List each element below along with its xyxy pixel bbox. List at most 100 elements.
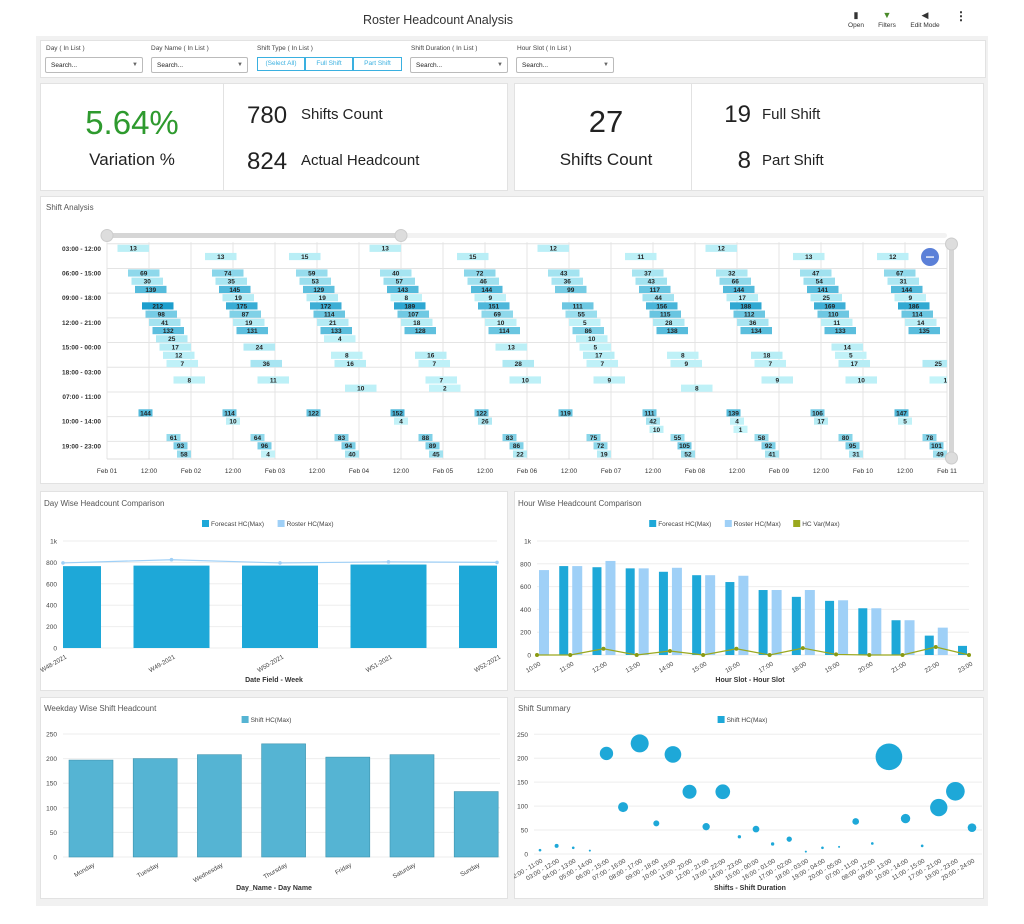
y-tick-label: 400: [46, 603, 57, 610]
shift-bar-label: 10: [229, 419, 237, 426]
shift-bar: [138, 409, 153, 417]
shift-bubble: [786, 836, 792, 842]
shift-bar-label: 46: [480, 279, 488, 286]
legend-swatch: [649, 520, 657, 527]
hour-slot-filter-select[interactable]: Search... ▼: [516, 57, 614, 73]
shift-bar-label: 152: [392, 410, 403, 417]
forecast-bar: [858, 608, 868, 655]
shift-bar: [579, 343, 611, 351]
shift-bar-label: 10: [522, 377, 530, 384]
legend-swatch: [202, 520, 209, 527]
shift-bar: [478, 302, 510, 310]
scroll-top-handle[interactable]: [945, 237, 958, 251]
shift-bar-label: 19: [319, 295, 327, 302]
shift-bar: [639, 285, 671, 294]
shift-bar: [145, 310, 177, 318]
day-filter-select[interactable]: Search... ▼: [45, 57, 143, 73]
range-slider-end-handle[interactable]: [394, 229, 408, 242]
range-slider-start-handle[interactable]: [100, 229, 114, 242]
more-menu-icon[interactable]: ⋮: [955, 9, 967, 23]
headcount-bar: [261, 743, 306, 858]
shift-bar: [429, 384, 461, 392]
open-button[interactable]: ▮ Open: [836, 10, 876, 29]
shift-bar-label: 133: [331, 328, 342, 335]
y-tick-label: 250: [517, 732, 528, 739]
forecast-bar: [924, 635, 934, 655]
shift-bar: [474, 409, 489, 417]
shift-bar: [478, 417, 492, 425]
shift-bar-label: 36: [749, 320, 757, 327]
shift-bar: [716, 269, 748, 277]
y-tick-label: 200: [46, 756, 57, 763]
shift-bar-label: 66: [732, 279, 740, 286]
shift-bar: [219, 285, 251, 294]
shift-bar-label: 8: [404, 295, 408, 302]
shift-bar: [646, 302, 678, 310]
divider: [223, 84, 224, 190]
legend-label: HC Var(Max): [802, 521, 839, 528]
shift-bar-label: 83: [338, 435, 346, 442]
shift-bar-label: 144: [733, 287, 744, 294]
shift-bar-label: 25: [823, 295, 831, 302]
shift-bar-label: 43: [648, 279, 656, 286]
shift-bar-label: 4: [266, 451, 270, 458]
shift-bar: [670, 433, 685, 442]
shift-type-select-all[interactable]: (Select All): [257, 57, 305, 71]
shift-bar-label: 12: [889, 254, 897, 261]
shift-bar: [670, 359, 702, 368]
shift-bar-label: 75: [590, 435, 598, 442]
shift-bar-label: 172: [320, 303, 331, 310]
shift-bar: [502, 433, 517, 442]
shift-bar-label: 32: [728, 270, 736, 277]
shift-bar-label: 17: [739, 295, 747, 302]
shift-bar: [488, 327, 520, 335]
legend-swatch: [793, 520, 801, 527]
shift-bar: [740, 327, 772, 335]
shift-bar-label: 53: [312, 279, 320, 286]
shift-bar: [390, 409, 405, 417]
shift-bar-label: 15: [301, 254, 309, 261]
shift-bar-label: 119: [560, 410, 571, 417]
x-axis-title: Date Field - Week: [245, 677, 303, 684]
shift-bar-label: 10: [588, 336, 596, 343]
shift-bar-label: 17: [851, 361, 859, 368]
x-tick-label: Wednesday: [192, 861, 225, 884]
scroll-bottom-handle[interactable]: [945, 451, 958, 465]
shift-bar-label: 16: [347, 361, 355, 368]
shift-bar: [166, 433, 181, 442]
actual-headcount-label: Actual Headcount: [301, 152, 420, 169]
bars: [63, 564, 497, 648]
shift-bar: [173, 442, 188, 450]
shift-bar-label: 169: [824, 303, 835, 310]
shift-bar: [817, 310, 849, 318]
shift-bar: [642, 409, 657, 417]
y-tick-label: 50: [50, 830, 58, 837]
gantt-bars: 1369301392129841132251712781446193581374…: [117, 244, 947, 458]
day-name-filter-select[interactable]: Search... ▼: [151, 57, 248, 73]
filters-button[interactable]: ▼ Filters: [867, 10, 907, 29]
x-axis-title: Shifts - Shift Duration: [714, 885, 786, 892]
roster-bar: [738, 575, 749, 655]
shift-bar-label: 132: [163, 328, 174, 335]
shift-bar: [380, 269, 412, 277]
kpi-panel-variation: 5.64% Variation % 780 Shifts Count 824 A…: [40, 83, 508, 191]
shift-duration-filter-select[interactable]: Search... ▼: [410, 57, 508, 73]
y-tick-label: 600: [520, 584, 531, 591]
shift-bar: [730, 302, 762, 310]
roster-point: [386, 560, 391, 564]
edit-mode-button[interactable]: ◀ Edit Mode: [905, 10, 945, 29]
vertical-scrollbar[interactable]: [949, 244, 954, 459]
shift-bar: [236, 327, 268, 335]
shift-bar: [632, 269, 664, 277]
shift-type-part-shift[interactable]: Part Shift: [353, 57, 402, 71]
shift-bar-label: 122: [308, 410, 319, 417]
shift-bubble: [920, 844, 924, 848]
shift-bar: [810, 409, 825, 417]
shift-bubble: [653, 820, 660, 827]
shift-bar-label: 156: [656, 303, 667, 310]
hc-var-point: [667, 649, 672, 654]
shift-type-full-shift[interactable]: Full Shift: [305, 57, 353, 71]
y-axis-label: 15:00 - 00:00: [62, 345, 101, 352]
shift-bar: [226, 417, 240, 425]
variation-value: 5.64%: [85, 104, 179, 141]
